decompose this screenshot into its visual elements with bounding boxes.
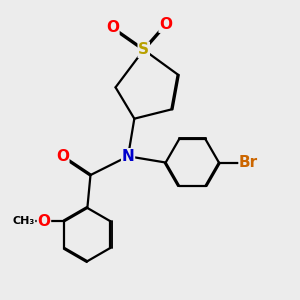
Text: O: O: [106, 20, 119, 35]
Text: CH₃: CH₃: [12, 216, 35, 226]
Text: O: O: [159, 17, 172, 32]
Text: N: N: [122, 149, 134, 164]
Text: S: S: [138, 42, 149, 57]
Text: Br: Br: [239, 155, 258, 170]
Text: O: O: [38, 214, 50, 229]
Text: O: O: [56, 149, 69, 164]
